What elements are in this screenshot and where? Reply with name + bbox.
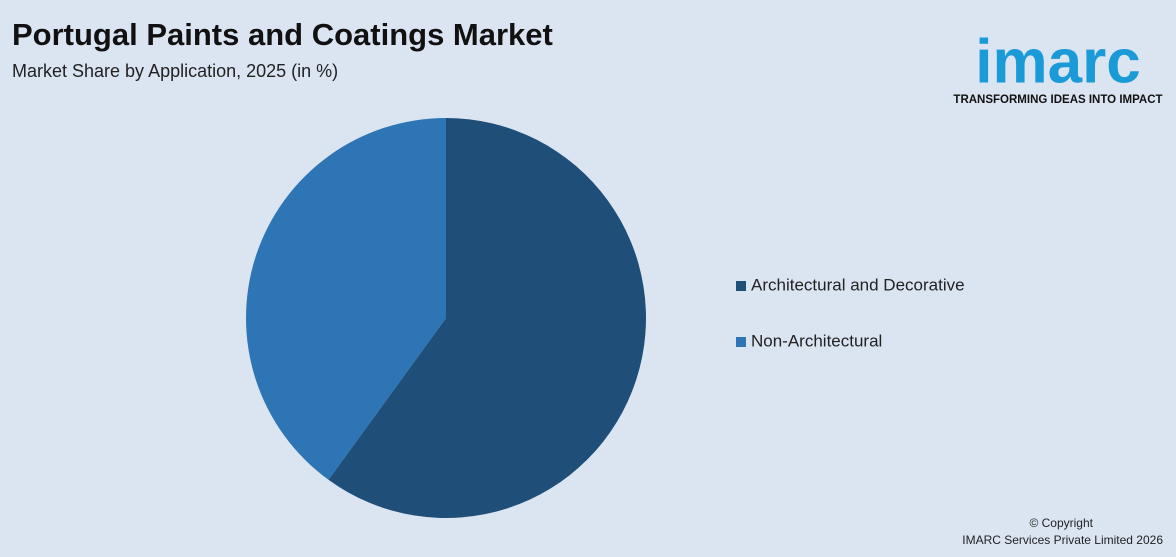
legend-swatch (736, 281, 746, 291)
pie-slice (328, 118, 646, 519)
company: IMARC Services Private Limited 2026 (962, 533, 1163, 547)
logo-name: imarc (975, 27, 1140, 96)
legend-label: Non-Architectural (751, 331, 882, 350)
chart-subtitle: Market Share by Application, 2025 (in %) (12, 61, 338, 81)
chart-title: Portugal Paints and Coatings Market (12, 17, 553, 52)
legend-swatch (736, 337, 746, 347)
logo-tagline: TRANSFORMING IDEAS INTO IMPACT (953, 94, 1162, 106)
copyright: © Copyright (1029, 516, 1093, 530)
pie-slice (246, 117, 446, 480)
legend-label: Architectural and Decorative (751, 275, 965, 294)
